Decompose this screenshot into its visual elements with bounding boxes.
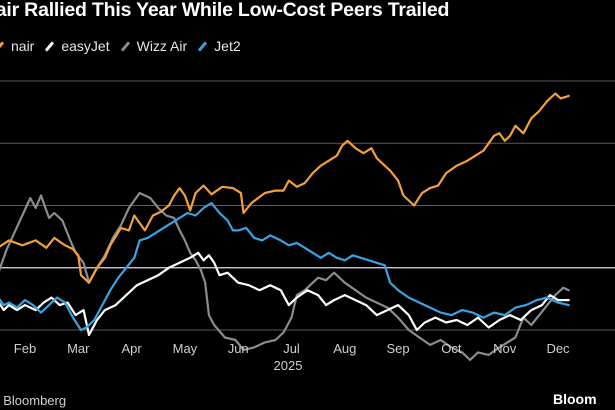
legend-item-jet2: Jet2 <box>197 38 241 54</box>
brand-mark: Bloom <box>553 391 597 407</box>
x-tick-label: Apr <box>121 341 142 356</box>
x-tick-label: Sep <box>387 341 410 356</box>
legend-item-ryanair: nair <box>0 38 34 54</box>
x-tick-label: Nov <box>493 341 517 356</box>
x-tick-label: Feb <box>14 341 36 356</box>
chart-title: nair Rallied This Year While Low-Cost Pe… <box>0 0 450 21</box>
legend-label-ryanair: nair <box>11 38 35 54</box>
series-line-easyjet <box>0 251 570 337</box>
grid-lines <box>0 80 615 331</box>
x-axis-ticks: Feb Mar Apr May Jun Jul Aug Sep Oct Nov Dec <box>14 341 570 356</box>
source-note: : Bloomberg <box>0 393 67 408</box>
x-tick-label: Mar <box>67 341 90 356</box>
chart-legend: nair easyJet Wizz Air Jet2 <box>0 36 251 56</box>
x-tick-label: May <box>173 341 198 356</box>
x-tick-label: Dec <box>546 341 570 356</box>
legend-label-wizz-air: Wizz Air <box>136 38 188 54</box>
x-tick-label: Jul <box>283 341 300 356</box>
series-line-wizz-air <box>0 191 570 361</box>
chart-series <box>0 92 570 361</box>
x-tick-label: Aug <box>333 341 356 356</box>
legend-label-easyjet: easyJet <box>61 38 110 54</box>
legend-item-wizz-air: Wizz Air <box>120 38 188 54</box>
legend-item-easyjet: easyJet <box>44 38 110 54</box>
series-line-jet2 <box>0 201 570 332</box>
x-tick-label: Jun <box>228 341 249 356</box>
x-tick-label: Oct <box>441 341 462 356</box>
series-line-ryanair <box>0 92 570 284</box>
legend-label-jet2: Jet2 <box>214 38 241 54</box>
x-axis-label: 2025 <box>274 358 303 373</box>
